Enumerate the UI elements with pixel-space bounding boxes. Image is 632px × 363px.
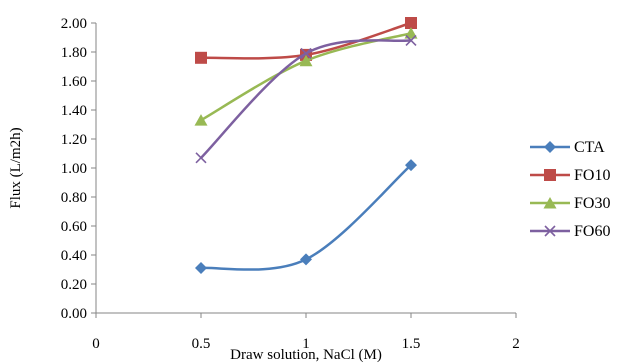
data-point [405, 159, 417, 172]
x-tick-label: 0 [92, 336, 100, 352]
legend-marker [544, 141, 556, 153]
series-fo30 [194, 27, 418, 126]
legend-label: FO30 [574, 195, 610, 212]
legend-label: FO10 [574, 167, 610, 184]
series-fo60 [195, 34, 417, 164]
marker-stroke [195, 152, 207, 164]
y-tick-label: 1.20 [61, 132, 87, 148]
x-tick-label: 2 [512, 336, 520, 352]
data-point [195, 51, 207, 64]
y-tick-label: 0.80 [61, 190, 87, 206]
x-tick-label: 1.5 [402, 336, 421, 352]
data-point [195, 262, 207, 275]
y-tick-label: 0.40 [61, 248, 87, 264]
y-ticks: 0.00 0.20 0.40 0.60 0.80 1.00 1.20 1.40 1.60 1.80… [61, 16, 96, 322]
y-tick-label: 1.00 [61, 161, 87, 177]
x-tick-label: 0.5 [192, 336, 211, 352]
data-point [404, 27, 418, 39]
series-cta [195, 159, 417, 275]
marker-stroke [405, 34, 417, 46]
data-point [195, 152, 207, 164]
data-point [299, 54, 313, 67]
y-tick-label: 2.00 [61, 16, 87, 32]
data-point [300, 253, 312, 266]
y-tick-label: 0.20 [61, 277, 87, 293]
data-point [405, 17, 417, 29]
y-tick-label: 1.40 [61, 103, 87, 119]
x-axis-title: Draw solution, NaCl (M) [230, 347, 382, 363]
y-tick-label: 0.00 [61, 306, 87, 322]
y-axis-title: Flux (L/m2h) [8, 127, 24, 208]
legend-marker [544, 225, 556, 237]
legend-item-fo10: FO10 [530, 167, 610, 184]
x-ticks: 0 0.5 1 1.5 2 [92, 313, 520, 352]
legend-item-fo60: FO60 [530, 223, 610, 240]
y-tick-label: 1.60 [61, 74, 87, 90]
legend-item-cta: CTA [530, 139, 605, 156]
x-tick-label: 1 [302, 336, 310, 352]
series-line [200, 31, 412, 122]
legend-label: CTA [574, 139, 605, 156]
data-point [405, 34, 417, 46]
legend-label: FO60 [574, 223, 610, 240]
data-point [194, 114, 208, 126]
y-tick-label: 1.80 [61, 45, 87, 61]
data-point [300, 47, 312, 60]
marker-stroke [544, 225, 556, 237]
legend-item-fo30: FO30 [530, 195, 610, 212]
y-tick-label: 0.60 [61, 219, 87, 235]
axes [95, 23, 516, 314]
legend-marker [544, 169, 556, 181]
series [194, 17, 418, 275]
legend: CTA FO10 FO30 FO60 [530, 139, 610, 240]
legend-marker [543, 197, 557, 209]
marker-stroke [300, 47, 312, 60]
